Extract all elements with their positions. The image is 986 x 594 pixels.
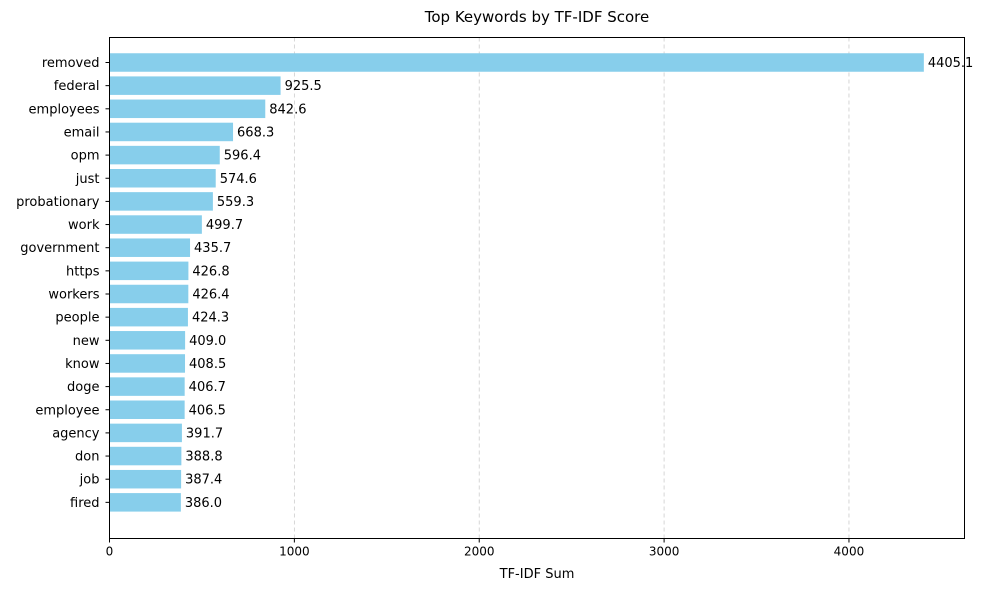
value-label: 391.7 [186, 426, 223, 441]
y-tick-label: opm [71, 149, 100, 164]
y-tick-label: job [79, 473, 100, 488]
x-axis-label: TF-IDF Sum [499, 567, 575, 582]
bar-workers [109, 284, 189, 304]
value-label: 574.6 [220, 172, 257, 187]
value-label: 4405.1 [928, 56, 974, 71]
bar-fired [109, 493, 181, 512]
plot-frame [109, 37, 965, 539]
y-axis-ticks: removed federal employees email opm just proba… [16, 56, 110, 511]
chart-title: Top Keywords by TF-IDF Score [424, 8, 649, 26]
value-label: 426.4 [192, 288, 229, 303]
y-tick-label: probationary [16, 195, 100, 210]
bar-just [109, 169, 216, 188]
value-label: 424.3 [192, 311, 229, 326]
y-tick-label: people [55, 311, 99, 326]
y-tick-label: workers [48, 288, 99, 303]
bars [109, 53, 924, 512]
bar-employees [109, 99, 266, 119]
x-tick-label: 3000 [649, 545, 680, 559]
y-tick-label: https [66, 264, 100, 279]
x-tick-label: 1000 [279, 545, 310, 559]
bar-opm [109, 145, 220, 165]
value-label: 426.8 [192, 264, 229, 279]
bar-people [109, 307, 188, 327]
value-label: 388.8 [185, 450, 222, 465]
value-label: 499.7 [206, 218, 243, 233]
value-label: 386.0 [185, 496, 222, 511]
y-tick-label: agency [52, 426, 100, 441]
y-tick-label: email [64, 125, 100, 140]
bar-know [109, 354, 186, 373]
bar-removed [109, 53, 924, 72]
x-tick-label: 2000 [464, 545, 495, 559]
y-tick-label: fired [70, 496, 100, 511]
value-label: 559.3 [217, 195, 254, 210]
bar-agency [109, 423, 182, 443]
y-tick-label: employees [29, 102, 100, 117]
y-tick-label: government [20, 241, 99, 256]
bar-don [109, 446, 182, 466]
y-tick-label: doge [67, 380, 99, 395]
bar-employee [109, 400, 185, 419]
bar-https [109, 261, 189, 281]
value-label: 668.3 [237, 125, 274, 140]
value-label: 387.4 [185, 473, 222, 488]
bar-email [109, 122, 234, 142]
value-label: 406.5 [189, 403, 226, 418]
value-label: 842.6 [269, 102, 306, 117]
y-tick-label: new [73, 334, 100, 349]
y-tick-label: work [68, 218, 100, 233]
bar-federal [109, 76, 281, 95]
value-label: 435.7 [194, 241, 231, 256]
y-tick-label: just [75, 172, 100, 187]
value-label: 406.7 [189, 380, 226, 395]
bar-government [109, 238, 191, 257]
y-tick-label: don [75, 450, 99, 465]
bar-job [109, 469, 182, 489]
y-tick-label: know [65, 357, 100, 372]
value-label: 409.0 [189, 334, 226, 349]
value-label: 408.5 [189, 357, 226, 372]
y-tick-label: removed [42, 56, 100, 71]
x-tick-label: 0 [106, 545, 114, 559]
value-label: 925.5 [285, 79, 322, 94]
value-label: 596.4 [224, 149, 261, 164]
y-tick-label: employee [35, 403, 99, 418]
bar-probationary [109, 192, 213, 211]
bar-doge [109, 377, 185, 396]
x-axis-ticks: 0 1000 2000 3000 4000 [106, 538, 865, 559]
grid-lines [293, 37, 850, 539]
bar-work [109, 215, 202, 234]
x-tick-label: 4000 [834, 545, 865, 559]
bar-new [109, 331, 186, 350]
y-tick-label: federal [54, 79, 100, 94]
value-labels: 4405.1 925.5 842.6 668.3 596.4 574.6 559.3 499.… [185, 56, 973, 511]
